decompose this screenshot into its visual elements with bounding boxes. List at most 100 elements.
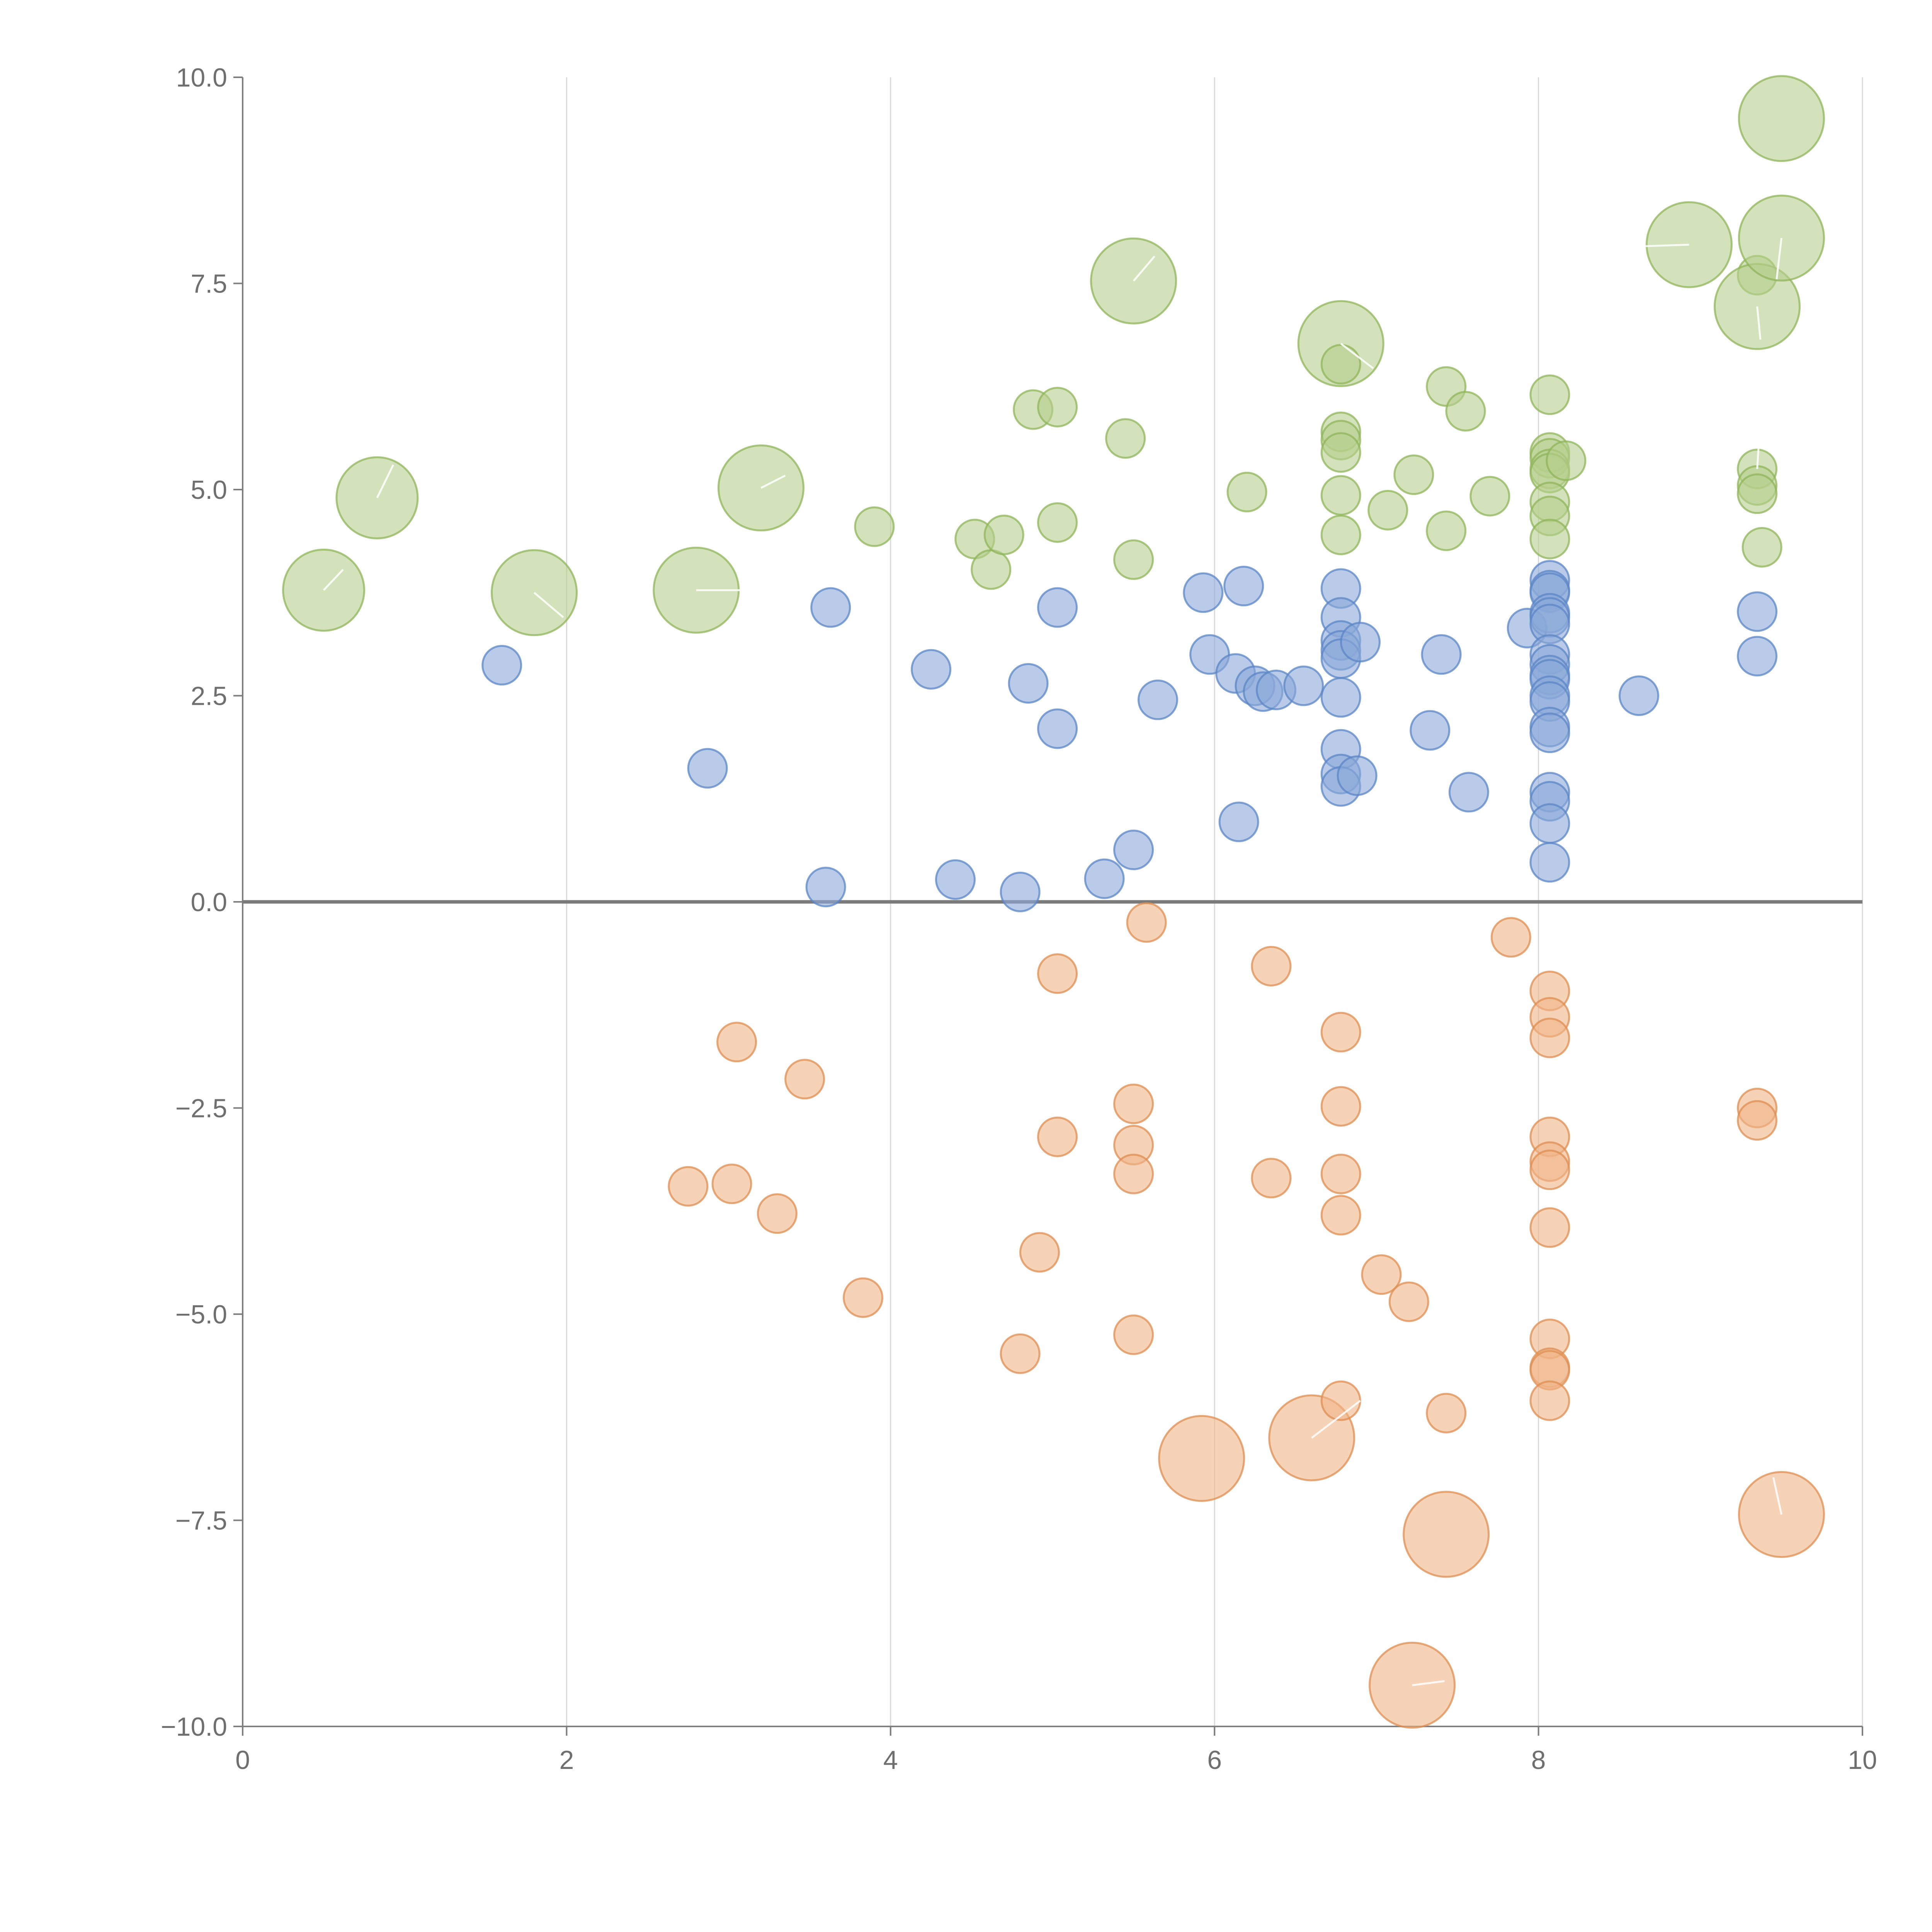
y-tick-label: 10.0 <box>176 63 227 92</box>
blue-bubble <box>1137 679 1178 720</box>
orange-bubble <box>1529 1380 1570 1421</box>
tick-label-layer: 10.0 7.5 5.0 2.5 0.0 −2.5 −5.0 −7.5 −10.0 0 2 4 6 8 10 <box>161 63 1877 1775</box>
orange-bubble <box>1737 1100 1778 1141</box>
green-bubble <box>1037 502 1078 543</box>
orange-bubble <box>1037 953 1078 994</box>
green-bubble <box>1320 344 1361 385</box>
blue-bubble <box>1529 713 1570 753</box>
orange-bubble <box>1490 917 1531 958</box>
blue-bubble <box>1113 830 1154 871</box>
annotation-leader-line <box>533 592 564 618</box>
green-bubble <box>1367 490 1408 531</box>
orange-bubble <box>716 1022 757 1063</box>
annotation-leader-line <box>376 464 395 498</box>
blue-bubble <box>1529 842 1570 883</box>
orange-bubble <box>1019 1232 1060 1273</box>
annotation-leader-line <box>1756 306 1762 340</box>
green-bubble <box>1105 418 1146 459</box>
y-tick-label: 2.5 <box>190 682 227 711</box>
annotation-leader-line <box>1640 243 1689 247</box>
orange-bubble <box>1529 1207 1570 1248</box>
orange-bubble <box>757 1193 798 1234</box>
annotation-leader-line <box>760 474 786 489</box>
annotation-leader-line <box>1311 1400 1361 1439</box>
orange-bubble <box>668 1166 709 1207</box>
blue-bubble <box>1283 665 1324 706</box>
blue-bubble <box>810 587 851 628</box>
blue-bubble <box>911 649 952 690</box>
leader-layer <box>323 238 1782 1686</box>
orange-bubble <box>1388 1281 1429 1322</box>
orange-bubble <box>1361 1254 1402 1295</box>
blue-bubble <box>1737 591 1778 632</box>
green-bubble <box>1546 440 1587 481</box>
orange-bubble <box>1320 1153 1361 1194</box>
annotation-leader-line <box>323 569 344 591</box>
green-bubble <box>1469 476 1510 517</box>
green-bubble <box>1737 473 1778 514</box>
blue-bubble <box>1037 587 1078 628</box>
orange-bubble <box>1529 1150 1570 1190</box>
annotation-leader-line <box>1133 255 1155 282</box>
orange-bubble <box>1403 1491 1490 1578</box>
green-bubble <box>1226 471 1267 512</box>
x-tick-label: 10 <box>1848 1745 1877 1775</box>
x-tick-label: 8 <box>1531 1745 1546 1775</box>
orange-bubble <box>1251 946 1292 986</box>
green-bubble <box>1445 391 1486 432</box>
orange-bubble <box>1320 1086 1361 1127</box>
green-bubble <box>1529 374 1570 415</box>
blue-bubble <box>481 645 522 686</box>
axis-layer <box>233 77 1863 1736</box>
orange-bubble <box>1113 1314 1154 1355</box>
blue-bubble <box>1000 871 1041 912</box>
blue-bubble <box>1223 566 1264 607</box>
orange-bubble <box>1158 1415 1245 1502</box>
annotation-leader-line <box>1756 419 1762 469</box>
green-bubble <box>1320 475 1361 516</box>
orange-bubble <box>1426 1393 1467 1434</box>
y-tick-label: 7.5 <box>190 269 227 299</box>
orange-bubble <box>711 1163 752 1204</box>
green-bubble <box>1320 514 1361 555</box>
blue-bubble <box>1320 677 1361 718</box>
orange-bubble <box>1113 1153 1154 1194</box>
blue-bubble <box>1421 634 1462 675</box>
blue-bubble <box>1448 772 1489 813</box>
y-tick-label: −7.5 <box>175 1506 227 1536</box>
blue-bubble <box>1340 622 1381 663</box>
bubble-layer <box>282 75 1825 1729</box>
x-tick-label: 4 <box>883 1745 898 1775</box>
orange-bubble <box>784 1059 825 1100</box>
orange-bubble <box>1320 1195 1361 1236</box>
blue-bubble <box>935 859 976 900</box>
y-tick-label: −2.5 <box>175 1094 227 1123</box>
annotation-leader-line <box>1776 238 1782 280</box>
green-bubble <box>1426 510 1467 551</box>
green-bubble <box>854 506 895 547</box>
blue-bubble <box>1008 663 1049 704</box>
orange-bubble <box>843 1277 884 1318</box>
y-tick-label: −5.0 <box>175 1300 227 1329</box>
orange-bubble <box>1000 1333 1041 1374</box>
green-bubble <box>1393 454 1434 495</box>
green-bubble <box>1320 432 1361 473</box>
y-tick-label: 0.0 <box>190 888 227 917</box>
orange-bubble <box>1113 1083 1154 1124</box>
blue-bubble <box>1037 708 1078 749</box>
orange-bubble <box>1126 902 1167 943</box>
x-tick-label: 2 <box>559 1745 574 1775</box>
x-tick-label: 0 <box>235 1745 250 1775</box>
y-tick-label: 5.0 <box>190 475 227 505</box>
blue-bubble <box>1619 675 1660 716</box>
blue-bubble <box>1337 755 1378 796</box>
x-tick-label: 6 <box>1207 1745 1222 1775</box>
annotation-leader-line <box>1772 1477 1782 1515</box>
orange-bubble <box>1320 1380 1361 1421</box>
y-tick-label: −10.0 <box>161 1712 227 1742</box>
blue-bubble <box>1183 572 1224 613</box>
annotation-leader-line <box>1412 1680 1445 1686</box>
green-bubble <box>1529 519 1570 560</box>
orange-bubble <box>1320 1012 1361 1053</box>
